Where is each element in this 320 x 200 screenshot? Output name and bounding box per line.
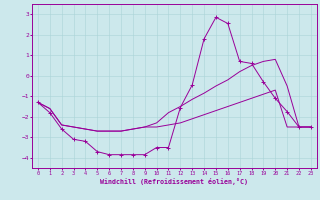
X-axis label: Windchill (Refroidissement éolien,°C): Windchill (Refroidissement éolien,°C) [100, 178, 248, 185]
